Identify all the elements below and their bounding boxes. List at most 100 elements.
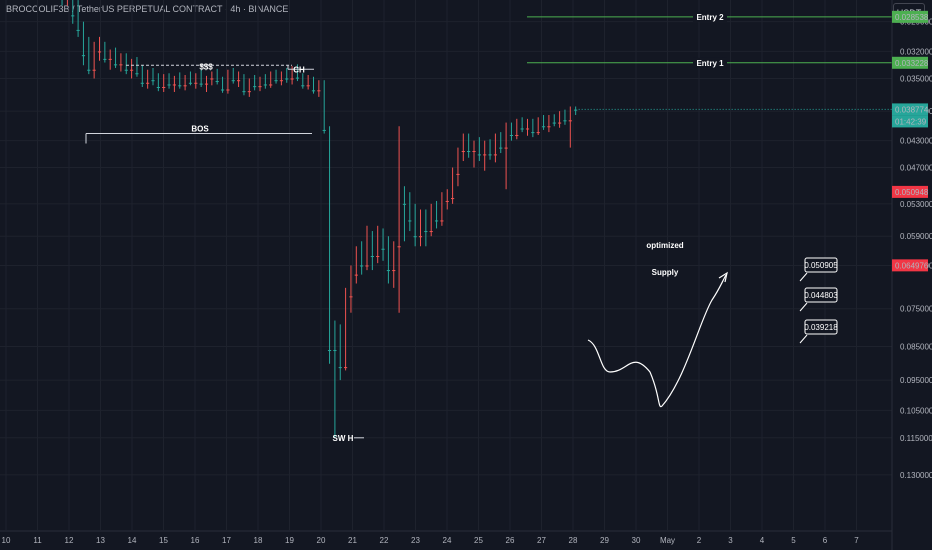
candle-body [477, 154, 481, 156]
target-leader [799, 272, 808, 282]
y-tick-label: 0.115000 [900, 434, 932, 443]
candle-body [178, 85, 182, 87]
level-label-bg [693, 11, 727, 22]
candle-body [402, 203, 407, 205]
candle-body [360, 265, 364, 267]
candle-body [172, 84, 176, 86]
candle-body [397, 246, 401, 248]
candle-body [237, 80, 241, 82]
candle-body [536, 132, 540, 134]
candle-body [531, 132, 535, 134]
candle-body [451, 198, 455, 200]
y-tick-label: 0.035000 [900, 74, 932, 83]
candle-body [167, 84, 171, 86]
target-value: 0.050905 [804, 261, 838, 270]
candle-body [574, 109, 578, 111]
candle-body [269, 84, 273, 86]
y-tick-label: 0.059000 [900, 232, 932, 241]
candle-body [146, 82, 150, 84]
entry2-price-label: 0.028538 [895, 13, 929, 22]
candle-body [472, 151, 476, 153]
candle-body [87, 69, 91, 71]
y-tick-label: 0.105000 [900, 406, 932, 415]
candle-body [295, 77, 300, 79]
candle-body [461, 151, 465, 153]
x-tick-label: 11 [33, 536, 42, 545]
candles-layer [61, 0, 578, 438]
candle-body [204, 83, 209, 85]
candle-body [365, 265, 369, 267]
candle-body [124, 69, 128, 71]
candle-body [392, 270, 396, 272]
zone-bottom-price-label-bg [892, 185, 928, 198]
entry1-price-label-bg [892, 56, 928, 69]
candle-body [424, 231, 428, 233]
candle-body [493, 154, 497, 156]
candle-body [317, 90, 321, 92]
candle-body [231, 80, 235, 82]
x-tick-label: 5 [791, 536, 796, 545]
candle-body [113, 64, 118, 66]
candle-body [108, 58, 112, 60]
x-tick-label: 30 [632, 536, 641, 545]
candle-body [488, 154, 492, 156]
zones-layer: optimized Supply [646, 241, 683, 277]
target-leader [799, 334, 808, 344]
ch-label: CH [293, 65, 305, 74]
candle-body [151, 80, 155, 82]
y-tick-label: 0.032000 [900, 47, 932, 56]
target-box [804, 257, 838, 273]
x-tick-label: 16 [191, 536, 200, 545]
projected-path-arrowhead [718, 271, 728, 283]
x-tick-label: 14 [128, 536, 137, 545]
y-tick-label: 0.053000 [900, 200, 932, 209]
x-axis[interactable]: 10 11 12 13 14 15 16 17 18 19 20 21 22 23 24 25 26 27 28 29… [0, 530, 892, 545]
x-tick-label: 17 [222, 536, 231, 545]
y-tick-label: 0.043000 [900, 137, 932, 146]
candle-body [215, 81, 219, 83]
bos-label: BOS [191, 125, 209, 134]
candle-body [311, 90, 316, 92]
x-tick-label: 24 [443, 536, 452, 545]
candle-body [333, 350, 337, 352]
annotations-layer: BOS $$$ CH SW H 0.050905 0.044803 0.039218 [85, 62, 838, 443]
candle-body [103, 58, 107, 60]
x-tick-label: 6 [823, 536, 828, 545]
candle-body [338, 367, 342, 369]
candle-body [140, 82, 144, 84]
candle-body [322, 129, 326, 131]
candle-body [547, 126, 551, 128]
candle-body [429, 231, 433, 233]
candle-body [327, 350, 332, 352]
candle-body [71, 15, 75, 17]
entry1-price-label: 0.033228 [895, 59, 929, 68]
x-tick-label: 20 [317, 536, 326, 545]
level-label-bg [693, 57, 727, 68]
x-tick-label: 4 [760, 536, 765, 545]
candle-body [81, 55, 86, 57]
candle-body [274, 80, 278, 82]
candle-body [253, 86, 257, 88]
zone-bottom-price-label: 0.050948 [895, 188, 929, 197]
candle-body [408, 220, 412, 222]
candle-body [354, 274, 358, 276]
candle-body [279, 80, 283, 82]
current-price-label: 0.038774 [895, 105, 929, 114]
candle-body [135, 73, 139, 75]
grid-lines [0, 0, 892, 530]
y-axis[interactable]: 0.0200000.0220000.0265000.0290000.032000… [891, 0, 932, 550]
x-tick-label: 21 [348, 536, 357, 545]
candle-body [97, 51, 102, 53]
countdown-label-bg [892, 115, 928, 128]
target-value: 0.044803 [804, 291, 838, 300]
candle-body [226, 89, 230, 91]
candle-body [258, 86, 262, 88]
x-tick-label: May [660, 536, 675, 545]
candle-body [76, 29, 80, 31]
candle-body [188, 82, 193, 84]
candle-body [92, 69, 96, 71]
candle-body [456, 173, 460, 175]
liquidity-label: $$$ [199, 62, 213, 71]
